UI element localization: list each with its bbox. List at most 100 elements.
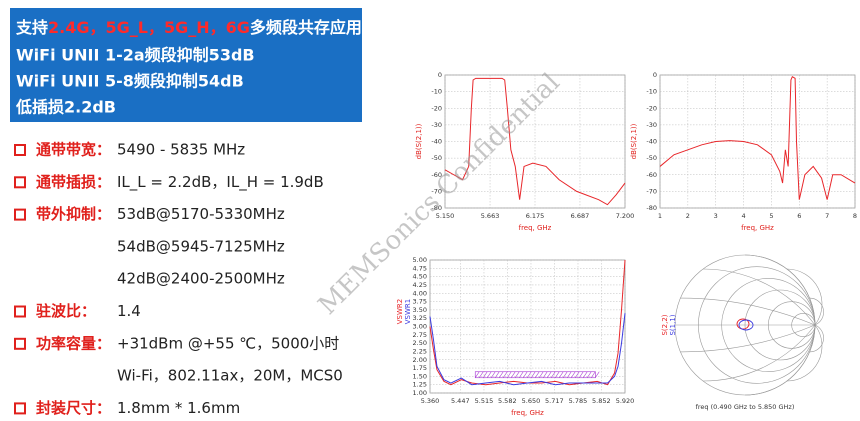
spec-label: 通带插损： (36, 173, 111, 191)
hatch (483, 371, 488, 378)
x-tick-label: 7.200 (616, 212, 635, 220)
hatch (555, 371, 560, 378)
x-tick-label: 5.447 (451, 397, 470, 405)
hatch (487, 371, 492, 378)
hatch (499, 371, 504, 378)
bullet (14, 144, 26, 156)
y-tick-label: 4.00 (413, 289, 427, 297)
x-tick-label: 6.687 (571, 212, 590, 220)
hatch (559, 371, 564, 378)
spec-label: 通带带宽： (36, 141, 111, 159)
x-tick-label: 5.920 (616, 397, 635, 405)
header-line: 支持2.4G，5G_L，5G_H，6G多频段共存应用 (15, 18, 362, 37)
hatch (515, 371, 520, 378)
y-tick-label: 3.75 (413, 298, 427, 306)
charts: 0-10-20-30-40-50-60-70-805.150 5.663 6.175… (396, 71, 857, 417)
hatch (479, 371, 484, 378)
y-axis-label: dB(S(2,1)) (415, 123, 423, 159)
y-tick-label: 3.25 (413, 314, 427, 322)
y-tick-label: -80 (646, 204, 657, 212)
spec-label: 带外抑制： (36, 205, 111, 223)
y-tick-label: 1.75 (413, 364, 427, 372)
smith-x-arc (809, 297, 824, 326)
x-tick-label: 5.582 (498, 397, 517, 405)
x-tick-label: 6 (797, 212, 801, 220)
y-tick-label: 0 (438, 71, 442, 79)
hatch (567, 371, 572, 378)
spec-value: 5490 - 5835 MHz (117, 141, 245, 159)
y-tick-label: 5.00 (413, 256, 427, 264)
bullet (14, 402, 26, 415)
hatch (543, 371, 548, 378)
y-tick-label: 4.50 (413, 273, 427, 281)
header-highlight: 2.4G，5G_L，5G_H，6G (48, 18, 250, 37)
x-tick-label: 8 (853, 212, 857, 220)
y-tick-label: -50 (431, 154, 442, 162)
smith-x-arc (744, 254, 816, 326)
y-tick-label: -50 (646, 154, 657, 162)
x-tick-label: 7 (825, 212, 829, 220)
y-tick-label: -60 (431, 171, 442, 179)
bullet (14, 337, 26, 350)
series-line (659, 75, 856, 200)
spec-value: 1.4 (117, 302, 141, 320)
hatch (511, 371, 516, 378)
smith-x-arc (680, 297, 816, 326)
x-axis-label: freq, GHz (511, 409, 544, 417)
hatch (571, 371, 576, 378)
y-tick-label: 1.25 (413, 381, 427, 389)
y-tick-label: -40 (431, 138, 442, 146)
y-tick-label: 2.50 (413, 339, 427, 347)
x-tick-label: 3 (714, 212, 718, 220)
spec-label: 功率容量： (36, 334, 111, 352)
hatch (503, 371, 508, 378)
y-tick-label: -10 (646, 88, 657, 96)
hatch (495, 371, 500, 378)
y-tick-label: 4.75 (413, 264, 427, 272)
x-axis-label: freq, GHz (519, 224, 552, 232)
y-tick-label: 2.00 (413, 356, 427, 364)
series-line (444, 77, 626, 206)
bullet (14, 305, 26, 318)
hatch (587, 371, 592, 378)
spec-value: +31dBm @+55 ℃，5000小时 (117, 334, 339, 352)
y-tick-label: -80 (431, 204, 442, 212)
spec-value: IL_L = 2.2dB，IL_H = 1.9dB (117, 173, 324, 192)
hatch (523, 371, 528, 378)
header-line: WiFi UNII 1-2a频段抑制53dB (16, 46, 255, 65)
hatch (551, 371, 556, 378)
x-tick-label: 6.175 (526, 212, 545, 220)
x-axis-label: freq (0.490 GHz to 5.850 GHz) (696, 403, 795, 411)
hatch (527, 371, 532, 378)
hatch (595, 371, 600, 378)
y-tick-label: -40 (646, 138, 657, 146)
smith-r-circle (791, 313, 816, 337)
hatch (591, 371, 596, 378)
spec-value: 54dB@5945-7125MHz (117, 237, 285, 255)
x-tick-label: 5.650 (522, 397, 541, 405)
y-tick-label: 1.50 (413, 372, 427, 380)
x-tick-label: 5 (769, 212, 773, 220)
x-tick-label: 5.785 (569, 397, 588, 405)
y-tick-label: 3.50 (413, 306, 427, 314)
y-axis-label: dB(S(2,1)) (630, 123, 638, 159)
x-tick-label: 4 (742, 212, 746, 220)
smith-x-arc (809, 324, 824, 353)
x-tick-label: 5.717 (545, 397, 564, 405)
y-tick-label: 4.25 (413, 281, 427, 289)
spec-label: 封装尺寸： (36, 399, 111, 417)
legend-entry: S(2,2) (661, 314, 669, 335)
hatch (519, 371, 524, 378)
x-tick-label: 5.663 (481, 212, 500, 220)
y-tick-label: -70 (431, 187, 442, 195)
y-tick-label: 2.25 (413, 347, 427, 355)
y-tick-label: -30 (431, 121, 442, 129)
smith-x-arc (680, 324, 816, 353)
hatch (539, 371, 544, 378)
smith-x-arc (744, 324, 816, 396)
x-tick-label: 2 (686, 212, 690, 220)
y-tick-label: -20 (646, 104, 657, 112)
hatch (531, 371, 536, 378)
spec-value: 42dB@2400-2500MHz (117, 270, 285, 288)
x-axis-label: freq, GHz (741, 224, 774, 232)
